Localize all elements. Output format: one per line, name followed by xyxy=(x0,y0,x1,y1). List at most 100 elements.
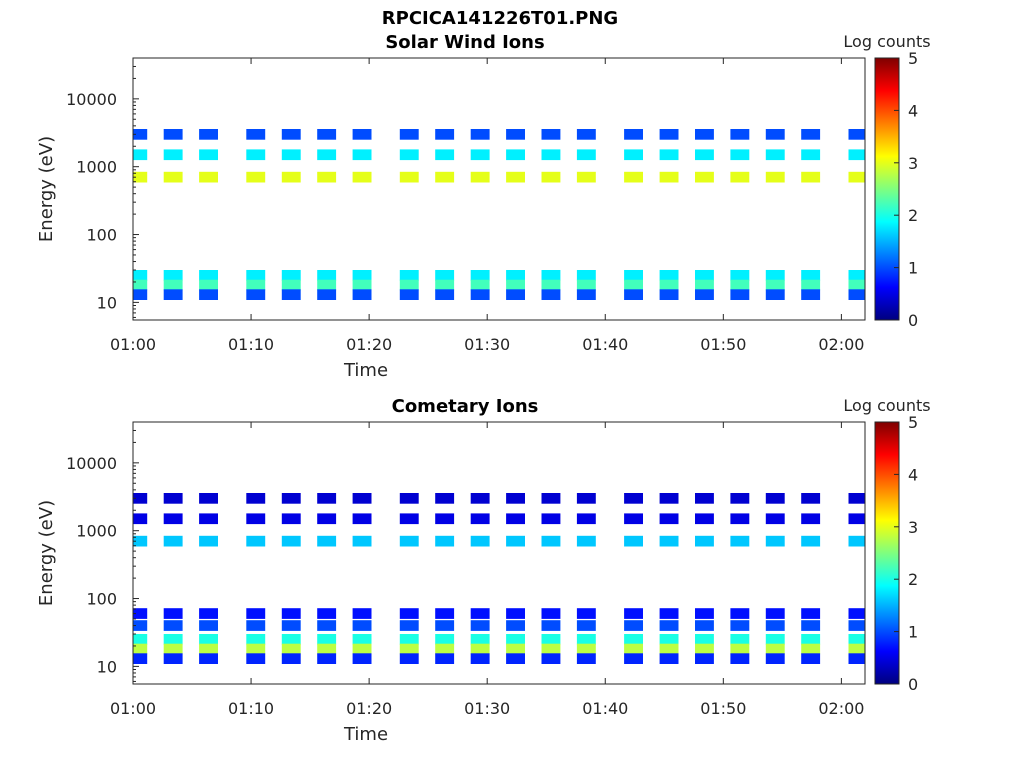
heatmap-cell xyxy=(730,634,750,645)
heatmap-cell xyxy=(695,535,714,547)
heatmap-cell xyxy=(133,171,148,183)
colorbar-tick-label: 0 xyxy=(908,311,918,330)
heatmap-cell xyxy=(281,634,301,645)
heatmap-cell xyxy=(659,171,679,183)
heatmap-cell xyxy=(317,608,337,619)
heatmap-cell xyxy=(199,608,218,619)
heatmap-cell xyxy=(801,270,821,281)
y-tick-label: 10 xyxy=(97,293,117,312)
heatmap-cell xyxy=(506,653,525,664)
heatmap-cell xyxy=(659,493,679,504)
colorbar-tick-label: 0 xyxy=(908,675,918,694)
heatmap-cell xyxy=(435,643,455,655)
heatmap-cell xyxy=(730,643,750,655)
heatmap-cell xyxy=(317,270,337,281)
x-tick-label: 01:40 xyxy=(582,335,628,354)
heatmap-cell xyxy=(163,289,183,300)
heatmap-cell xyxy=(848,289,865,300)
heatmap-cell xyxy=(470,493,490,504)
x-axis-label: Time xyxy=(343,724,388,745)
heatmap-cell xyxy=(246,513,266,525)
heatmap-cell xyxy=(133,279,148,291)
heatmap-cell xyxy=(317,289,337,300)
heatmap-cell xyxy=(470,608,490,619)
heatmap-cell xyxy=(246,634,266,645)
heatmap-cell xyxy=(435,129,455,140)
heatmap-cell xyxy=(281,149,301,161)
heatmap-cell xyxy=(399,270,419,281)
heatmap-cell xyxy=(435,535,455,547)
colorbar-tick-label: 1 xyxy=(908,259,918,278)
heatmap-cell xyxy=(730,513,750,525)
heatmap-cell xyxy=(624,608,643,619)
heatmap-cell xyxy=(246,171,266,183)
y-tick-label: 1000 xyxy=(76,522,117,541)
heatmap-cell xyxy=(506,149,525,161)
heatmap-cell xyxy=(848,653,865,664)
heatmap-cell xyxy=(133,289,148,300)
heatmap-cell xyxy=(281,289,301,300)
heatmap-cell xyxy=(281,129,301,140)
heatmap-cell xyxy=(624,149,643,161)
heatmap-cell xyxy=(576,129,596,140)
heatmap-cell xyxy=(730,171,750,183)
heatmap-cell xyxy=(506,513,525,525)
heatmap-cell xyxy=(133,129,148,140)
heatmap-cell xyxy=(281,620,301,631)
heatmap-cell xyxy=(765,493,785,504)
heatmap-cell xyxy=(435,289,455,300)
heatmap-cell xyxy=(246,653,266,664)
heatmap-cell xyxy=(506,620,525,631)
y-tick-label: 10000 xyxy=(66,90,117,109)
heatmap-cell xyxy=(801,149,821,161)
heatmap-cell xyxy=(352,289,372,300)
heatmap-cell xyxy=(695,643,714,655)
heatmap-cell xyxy=(352,279,372,291)
heatmap-cell xyxy=(801,620,821,631)
heatmap-cell xyxy=(765,653,785,664)
heatmap-cell xyxy=(317,634,337,645)
heatmap-cell xyxy=(199,653,218,664)
heatmap-cell xyxy=(133,653,148,664)
colorbar-tick-label: 3 xyxy=(908,518,918,537)
heatmap-cell xyxy=(470,513,490,525)
heatmap-cell xyxy=(576,149,596,161)
y-tick-label: 10 xyxy=(97,657,117,676)
heatmap-cell xyxy=(246,279,266,291)
heatmap-cell xyxy=(576,643,596,655)
heatmap-cell xyxy=(435,620,455,631)
colorbar-tick-label: 3 xyxy=(908,154,918,173)
heatmap-cell xyxy=(801,513,821,525)
heatmap-cell xyxy=(163,493,183,504)
heatmap-cell xyxy=(246,129,266,140)
panel-title: Cometary Ions xyxy=(392,396,539,417)
heatmap-cell xyxy=(624,535,643,547)
heatmap-cell xyxy=(659,620,679,631)
heatmap-cell xyxy=(730,270,750,281)
heatmap-cell xyxy=(765,149,785,161)
heatmap-cell xyxy=(695,149,714,161)
heatmap-cell xyxy=(352,270,372,281)
heatmap-cell xyxy=(352,535,372,547)
colorbar-tick-label: 5 xyxy=(908,413,918,432)
heatmap-cell xyxy=(506,289,525,300)
heatmap-cell xyxy=(848,279,865,291)
y-tick-label: 100 xyxy=(86,590,117,609)
heatmap-cell xyxy=(730,535,750,547)
heatmap-cell xyxy=(399,149,419,161)
heatmap-cell xyxy=(765,279,785,291)
heatmap-cell xyxy=(541,149,561,161)
heatmap-cell xyxy=(848,129,865,140)
heatmap-cell xyxy=(624,643,643,655)
heatmap-cell xyxy=(317,643,337,655)
heatmap-cell xyxy=(848,608,865,619)
heatmap-cell xyxy=(765,634,785,645)
heatmap-cell xyxy=(624,513,643,525)
heatmap-cell xyxy=(246,270,266,281)
heatmap-cell xyxy=(659,643,679,655)
heatmap-cell xyxy=(281,513,301,525)
heatmap-cell xyxy=(163,513,183,525)
colorbar-label: Log counts xyxy=(843,32,930,51)
heatmap-cell xyxy=(506,634,525,645)
heatmap-cell xyxy=(730,279,750,291)
